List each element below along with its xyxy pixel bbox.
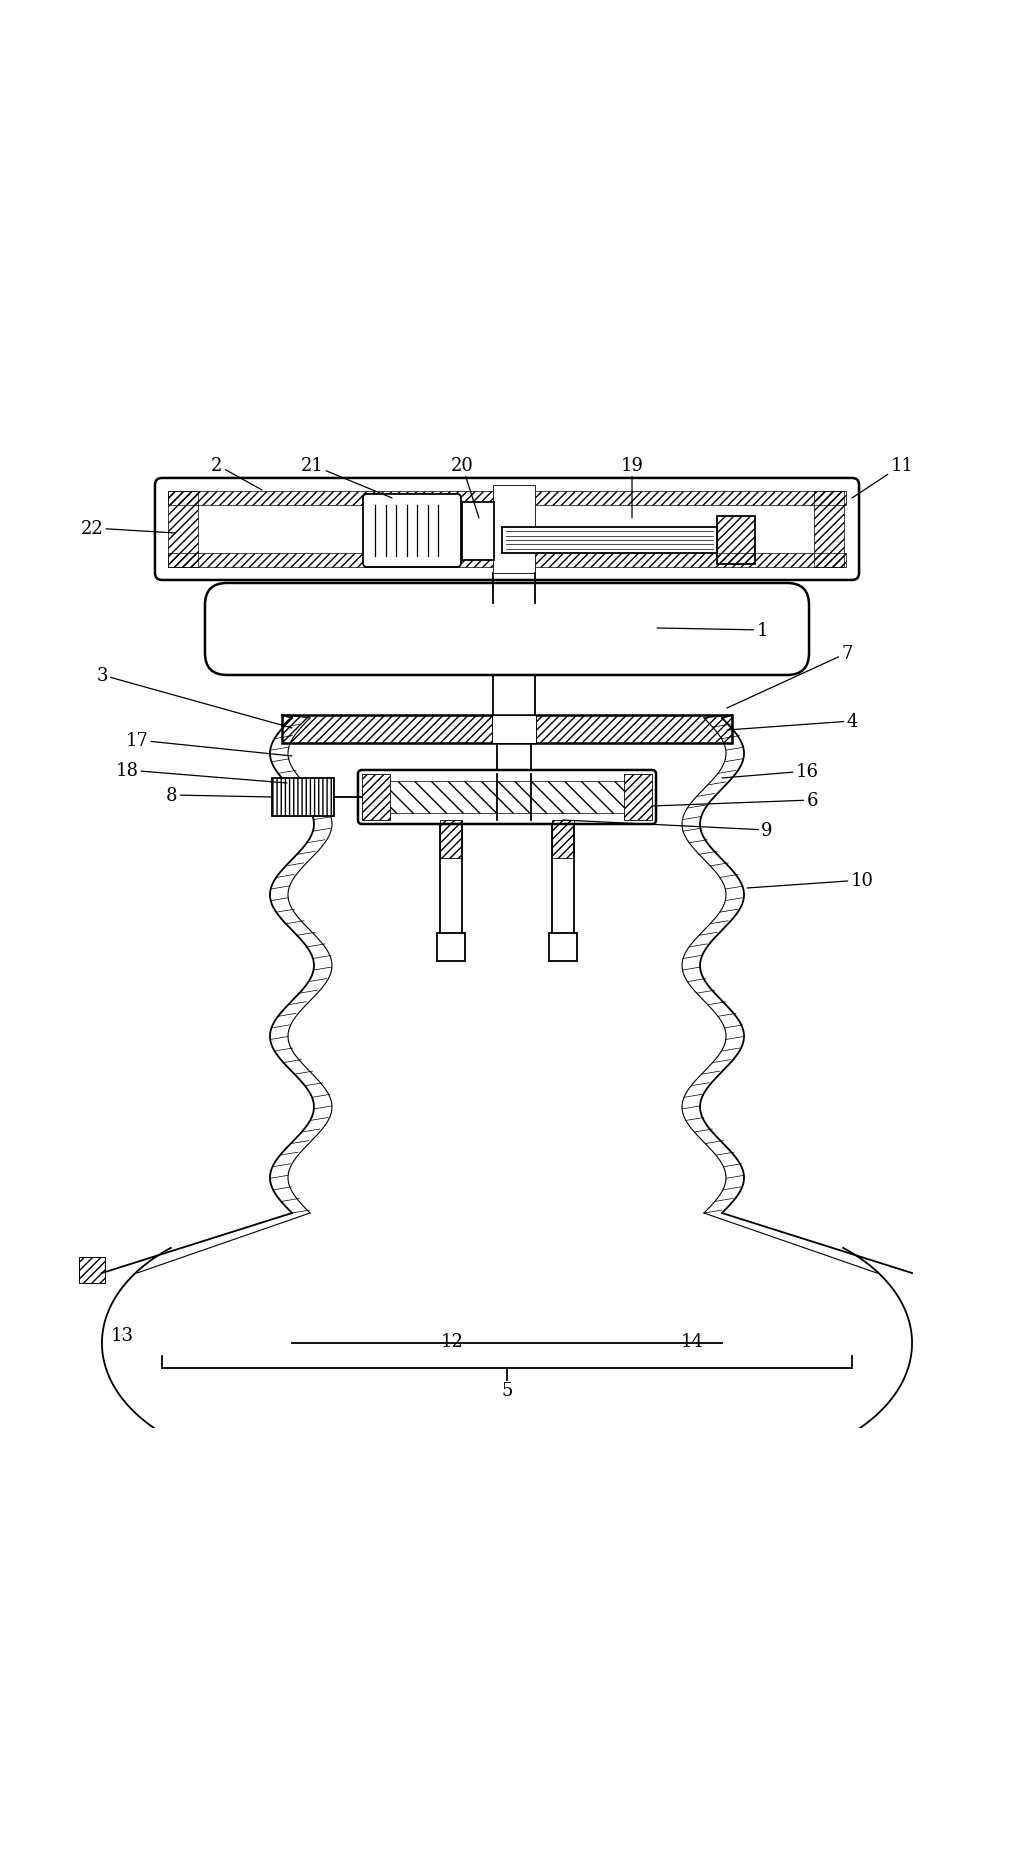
Bar <box>168 553 846 568</box>
Text: 4: 4 <box>727 713 858 730</box>
Text: 8: 8 <box>166 787 272 804</box>
Bar <box>79 1257 105 1283</box>
Bar <box>437 934 465 962</box>
FancyBboxPatch shape <box>363 494 461 568</box>
Text: 16: 16 <box>722 763 818 780</box>
Text: 5: 5 <box>501 1382 513 1400</box>
Text: 6: 6 <box>652 791 817 810</box>
Bar <box>282 715 732 743</box>
Text: 19: 19 <box>621 457 644 518</box>
Bar <box>462 503 494 561</box>
FancyBboxPatch shape <box>358 771 656 825</box>
FancyBboxPatch shape <box>155 479 859 581</box>
Bar <box>168 492 198 568</box>
Text: 17: 17 <box>126 732 292 756</box>
Text: 3: 3 <box>96 667 292 728</box>
Text: 9: 9 <box>563 821 773 839</box>
Bar <box>272 778 334 817</box>
Bar <box>493 487 535 574</box>
Bar <box>624 774 652 821</box>
Text: 7: 7 <box>727 644 853 709</box>
Text: 1: 1 <box>657 622 768 639</box>
Text: 10: 10 <box>747 871 873 890</box>
Text: 18: 18 <box>116 761 287 784</box>
Bar <box>814 492 844 568</box>
Text: 22: 22 <box>80 520 175 539</box>
Bar <box>717 516 755 565</box>
Bar <box>362 774 390 821</box>
Text: 14: 14 <box>680 1331 704 1350</box>
Text: 20: 20 <box>450 457 479 518</box>
Bar <box>390 782 624 813</box>
Bar <box>492 715 536 743</box>
Text: 12: 12 <box>440 1331 463 1350</box>
Bar <box>552 821 574 858</box>
Bar <box>168 492 846 505</box>
Text: 11: 11 <box>852 457 914 500</box>
Text: 2: 2 <box>211 457 262 490</box>
Bar <box>502 527 717 553</box>
Bar <box>440 821 462 858</box>
Bar <box>549 934 577 962</box>
Text: 13: 13 <box>111 1326 134 1344</box>
FancyBboxPatch shape <box>205 583 809 676</box>
Text: 21: 21 <box>300 457 392 500</box>
